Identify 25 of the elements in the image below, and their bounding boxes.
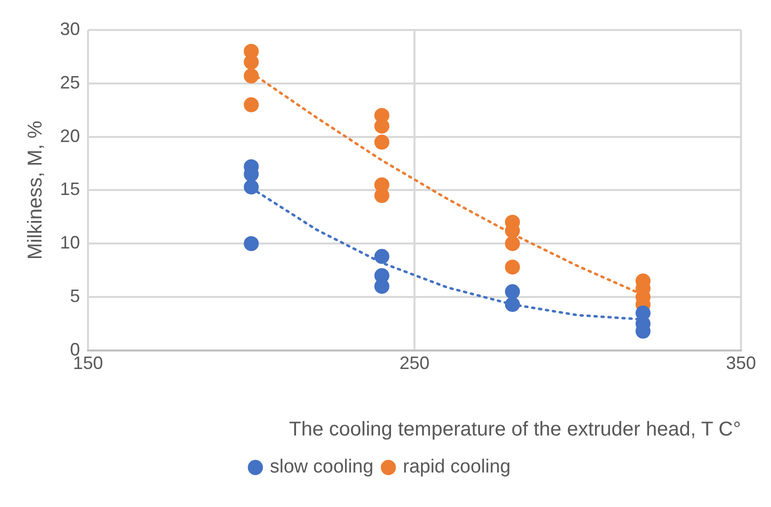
x-axis-title: The cooling temperature of the extruder head, T C° (289, 418, 741, 441)
legend-label: slow cooling (270, 456, 374, 478)
point (504, 236, 520, 252)
point (504, 296, 520, 312)
x-tick-label: 350 (726, 353, 756, 374)
y-tick-label: 20 (60, 126, 80, 146)
point (374, 248, 390, 264)
point (244, 236, 259, 252)
point (374, 188, 390, 204)
legend-label: rapid cooling (402, 456, 511, 478)
y-tick-label: 10 (60, 232, 80, 253)
point (244, 68, 259, 84)
x-tick-label: 250 (399, 353, 430, 374)
y-axis-title: Milkiness, M, % (24, 120, 47, 260)
point (244, 97, 259, 112)
point (244, 179, 259, 194)
point (504, 260, 520, 275)
y-tick-label: 15 (60, 179, 80, 200)
point (374, 134, 390, 150)
point (244, 54, 259, 70)
y-tick-label: 25 (60, 72, 80, 92)
y-tick-label: 30 (60, 18, 80, 39)
y-tick-label: 5 (70, 286, 80, 306)
point (504, 284, 520, 300)
point (374, 118, 390, 134)
